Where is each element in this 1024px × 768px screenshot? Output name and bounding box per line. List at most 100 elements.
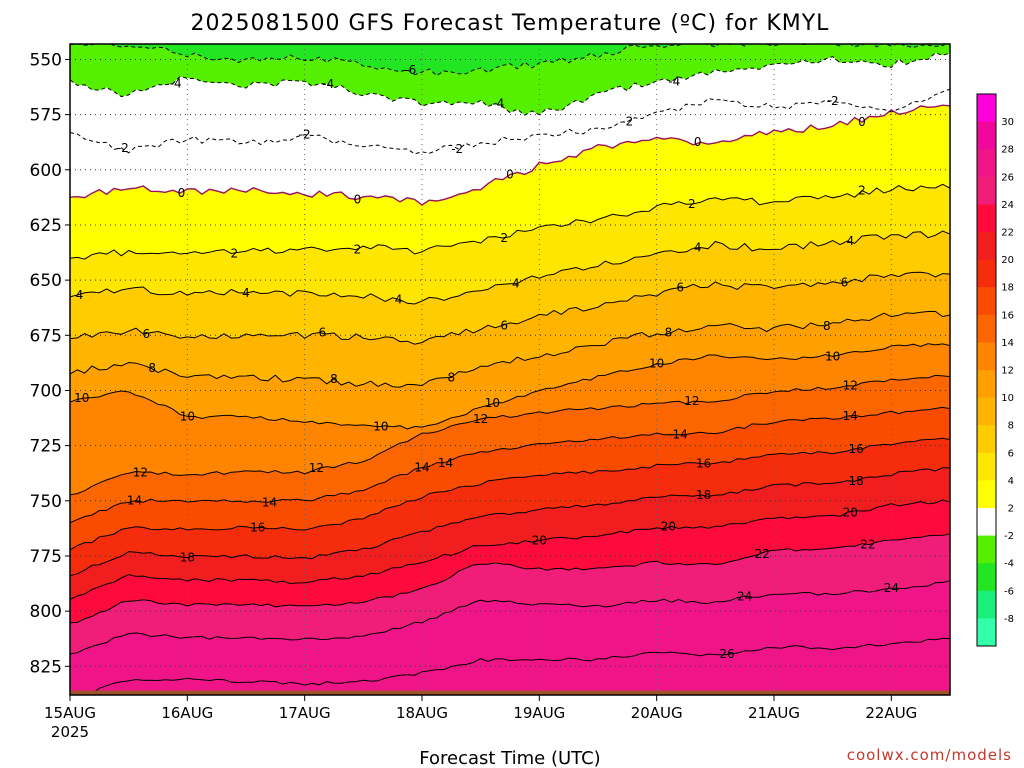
y-tick-label: 825 — [30, 657, 62, 677]
colorbar-tick-label: -8 — [1004, 614, 1014, 625]
y-tick-label: 700 — [30, 381, 62, 401]
contour-label: 2 — [500, 231, 508, 245]
isotherm-26 — [85, 637, 950, 695]
isotherm-20 — [70, 499, 950, 600]
contour-label: 2 — [230, 246, 238, 260]
colorbar-tick-label: 6 — [1008, 448, 1014, 459]
colorbar-swatch — [977, 425, 996, 454]
y-tick-label: 725 — [30, 437, 62, 457]
contour-label: 10 — [825, 349, 840, 363]
isotherm-12 — [70, 374, 950, 496]
contour-label: 10 — [74, 391, 89, 405]
contour-label: 14 — [843, 409, 858, 423]
contour-label: 0 — [858, 115, 866, 129]
contour-label: 10 — [180, 409, 195, 423]
colorbar-tick-label: 30 — [1001, 117, 1014, 128]
isotherm-14 — [70, 406, 950, 524]
contour-label: 18 — [848, 474, 863, 488]
colorbar-tick-label: 14 — [1001, 338, 1014, 349]
isotherm-0 — [70, 104, 950, 206]
contour-label: 16 — [696, 457, 711, 471]
isotherm-2 — [70, 183, 950, 260]
isotherm--2 — [70, 88, 950, 155]
colorbar-swatch — [977, 121, 996, 150]
x-tick-label: 21AUG — [748, 704, 800, 722]
contour-label: -2 — [827, 94, 839, 108]
contour-label: -2 — [117, 141, 129, 155]
colorbar-tick-label: 28 — [1001, 145, 1014, 156]
y-tick-label: 775 — [30, 547, 62, 567]
colorbar-tick-label: 16 — [1001, 310, 1014, 321]
contour-label: -2 — [451, 142, 463, 156]
contour-label: 8 — [148, 361, 156, 375]
dotted-grid — [70, 44, 950, 695]
colorbar-swatch — [977, 204, 996, 233]
colorbar-tick-label: 8 — [1008, 421, 1014, 432]
contour-label: 12 — [133, 465, 148, 479]
colorbar-swatch — [977, 314, 996, 343]
contour-label: 12 — [309, 461, 324, 475]
colorbar-tick-label: 24 — [1001, 200, 1014, 211]
colorbar-tick-label: 10 — [1001, 393, 1014, 404]
x-tick-label: 17AUG — [279, 704, 331, 722]
contour-label: 22 — [860, 538, 875, 552]
contour-label: 6 — [318, 325, 326, 339]
colorbar-swatch — [977, 590, 996, 619]
contour-label: 4 — [395, 293, 403, 307]
contour-label: 0 — [506, 168, 514, 182]
y-tick-label: 600 — [30, 161, 62, 181]
contour-label: 6 — [142, 327, 150, 341]
colorbar-swatch — [977, 452, 996, 481]
contour-label: 8 — [330, 372, 338, 386]
contour-label: 10 — [485, 396, 500, 410]
contour-label: 16 — [250, 520, 265, 534]
contour-label: 2 — [688, 197, 696, 211]
colorbar-tick-label: -4 — [1004, 559, 1014, 570]
contour-label: 14 — [262, 495, 277, 509]
colorbar-tick-label: 22 — [1001, 228, 1014, 239]
contour-label: 12 — [684, 394, 699, 408]
x-tick-label: 18AUG — [396, 704, 448, 722]
contour-label: 6 — [676, 281, 684, 295]
contour-label: 20 — [532, 533, 547, 547]
temperature-fill-bands — [70, 44, 950, 695]
colorbar-tick-label: 26 — [1001, 172, 1014, 183]
contour-label: 0 — [178, 186, 186, 200]
contour-label: -2 — [299, 128, 311, 142]
contour-label: 18 — [696, 488, 711, 502]
colorbar-swatch — [977, 508, 996, 537]
y-tick-label: 625 — [30, 216, 62, 236]
contour-label: 12 — [843, 379, 858, 393]
colorbar-swatch — [977, 535, 996, 564]
isotherm-22 — [70, 533, 950, 624]
contour-label: 14 — [438, 456, 453, 470]
y-tick-label: 750 — [30, 492, 62, 512]
colorbar-swatch — [977, 563, 996, 592]
y-tick-label: 550 — [30, 50, 62, 70]
contour-label: 8 — [823, 319, 831, 333]
y-tick-label: 800 — [30, 602, 62, 622]
x-axis-ticks: 15AUG 16AUG 17AUG 18AUG 19AUG 20AUG 21AUG 22AUG — [44, 695, 917, 722]
colorbar-tick-label: 4 — [1008, 476, 1014, 487]
contour-label: 4 — [242, 286, 250, 300]
colorbar-swatch — [977, 370, 996, 399]
contour-label: 18 — [180, 551, 195, 565]
colorbar-swatch — [977, 618, 996, 647]
colorbar-tick-label: -6 — [1004, 586, 1014, 597]
contour-label: 20 — [843, 505, 858, 519]
colorbar-tick-label: 12 — [1001, 366, 1014, 377]
x-tick-label: 19AUG — [513, 704, 565, 722]
contour-label: -4 — [668, 74, 680, 88]
y-tick-label: 675 — [30, 326, 62, 346]
x-tick-label: 20AUG — [631, 704, 683, 722]
contour-label: 16 — [848, 442, 863, 456]
x-tick-label: 15AUG — [44, 704, 96, 722]
contour-label: -4 — [170, 77, 182, 91]
contour-label: 4 — [512, 277, 520, 291]
contour-label: 24 — [737, 589, 752, 603]
isotherm-18 — [70, 467, 950, 577]
contour-label: 8 — [448, 370, 456, 384]
isotherm-4 — [70, 230, 950, 305]
